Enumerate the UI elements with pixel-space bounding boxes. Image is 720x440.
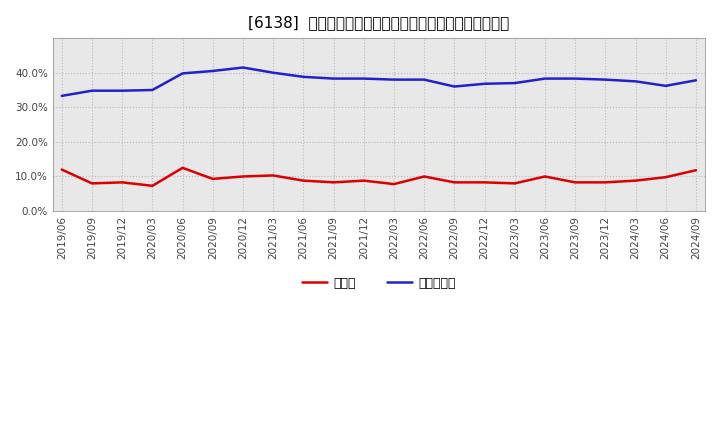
現預金 xyxy=(329,180,338,185)
現預金 xyxy=(359,178,368,183)
有利子負債 xyxy=(390,77,398,82)
現預金 xyxy=(510,181,519,186)
現預金 xyxy=(631,178,640,183)
現預金 xyxy=(541,174,549,179)
現預金 xyxy=(58,167,66,172)
Line: 現預金: 現預金 xyxy=(62,168,696,186)
有利子負債 xyxy=(510,81,519,86)
有利子負債 xyxy=(209,68,217,73)
有利子負債 xyxy=(571,76,580,81)
有利子負債 xyxy=(480,81,489,86)
現預金 xyxy=(480,180,489,185)
有利子負債 xyxy=(118,88,127,93)
現預金 xyxy=(420,174,428,179)
現預金 xyxy=(118,180,127,185)
有利子負債 xyxy=(450,84,459,89)
有利子負債 xyxy=(58,93,66,99)
現預金 xyxy=(450,180,459,185)
有利子負債 xyxy=(420,77,428,82)
有利子負債 xyxy=(269,70,277,75)
Line: 有利子負債: 有利子負債 xyxy=(62,67,696,96)
現預金 xyxy=(571,180,580,185)
現預金 xyxy=(238,174,247,179)
現預金 xyxy=(269,173,277,178)
現預金 xyxy=(299,178,307,183)
有利子負債 xyxy=(662,83,670,88)
有利子負債 xyxy=(299,74,307,80)
現預金 xyxy=(692,168,701,173)
現預金 xyxy=(88,181,96,186)
Title: [6138]  現預金、有利子負債の総資産に対する比率の推移: [6138] 現預金、有利子負債の総資産に対する比率の推移 xyxy=(248,15,510,30)
有利子負債 xyxy=(601,77,610,82)
現預金 xyxy=(601,180,610,185)
現預金 xyxy=(148,183,157,188)
有利子負債 xyxy=(541,76,549,81)
現預金 xyxy=(179,165,187,170)
有利子負債 xyxy=(179,71,187,76)
有利子負債 xyxy=(88,88,96,93)
現預金 xyxy=(390,181,398,187)
Legend: 現預金, 有利子負債: 現預金, 有利子負債 xyxy=(297,272,461,295)
現預金 xyxy=(209,176,217,182)
現預金 xyxy=(662,175,670,180)
有利子負債 xyxy=(329,76,338,81)
有利子負債 xyxy=(631,79,640,84)
有利子負債 xyxy=(692,78,701,83)
有利子負債 xyxy=(359,76,368,81)
有利子負債 xyxy=(148,88,157,93)
有利子負債 xyxy=(238,65,247,70)
